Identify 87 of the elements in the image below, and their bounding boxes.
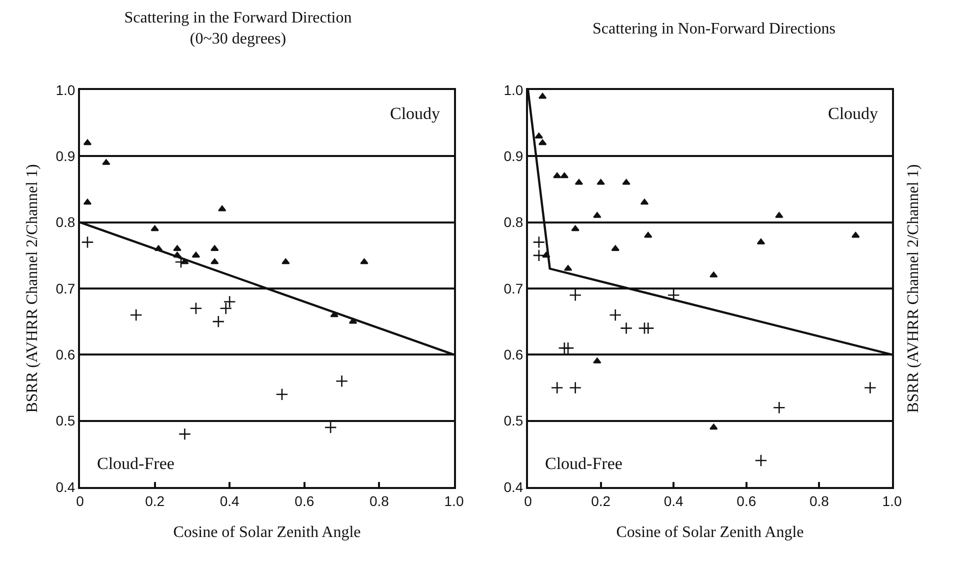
point — [611, 245, 620, 251]
point — [150, 225, 159, 232]
point — [574, 178, 584, 185]
y-tick-label: 0.5 — [504, 412, 524, 429]
y-tick-label: 0.6 — [504, 346, 524, 363]
point — [192, 252, 200, 258]
point — [644, 232, 652, 238]
x-tick-label: 0 — [524, 492, 532, 509]
x-tick-label: 0 — [76, 492, 84, 509]
x-tick-label: 0.2 — [145, 492, 165, 509]
point — [550, 382, 564, 394]
point — [532, 236, 546, 248]
point — [596, 178, 605, 185]
point — [360, 258, 368, 264]
annotation: Cloudy — [828, 104, 879, 123]
point — [775, 212, 784, 218]
point — [642, 322, 654, 334]
point — [571, 225, 580, 232]
annotation: Cloud-Free — [97, 454, 174, 473]
point — [220, 302, 232, 315]
y-tick-label: 0.7 — [504, 280, 524, 296]
point — [282, 258, 290, 264]
point — [218, 205, 226, 212]
x-tick-label: 0.2 — [591, 492, 611, 509]
point — [276, 388, 288, 401]
point — [83, 198, 92, 205]
point — [190, 302, 202, 315]
point — [210, 258, 219, 264]
y-tick-label: 0.9 — [504, 148, 524, 164]
point — [593, 212, 602, 218]
x-tick-label: 0.8 — [369, 492, 390, 509]
annotation: Cloud-Free — [545, 454, 622, 473]
y-tick-label: 1.0 — [504, 82, 524, 98]
point — [212, 315, 225, 328]
y-tick-label: 0.4 — [504, 478, 524, 495]
point — [620, 322, 633, 334]
point — [81, 236, 94, 248]
y-tick-label: 1.0 — [56, 82, 76, 98]
point — [754, 454, 768, 467]
x-tick-label: 1.0 — [882, 492, 902, 509]
point — [864, 382, 876, 394]
point — [210, 245, 219, 251]
point — [538, 139, 547, 146]
point — [710, 424, 718, 430]
point — [173, 245, 182, 251]
point — [560, 172, 569, 178]
point — [324, 421, 337, 434]
point — [83, 139, 92, 146]
x-tick-label: 0.4 — [664, 492, 684, 509]
y-tick-label: 0.4 — [56, 478, 76, 495]
x-tick-label: 0.6 — [294, 492, 314, 509]
point — [130, 308, 142, 322]
point — [569, 382, 582, 394]
point — [102, 159, 110, 165]
y-tick-label: 0.7 — [56, 280, 76, 296]
x-tick-label: 0.4 — [220, 492, 240, 509]
point — [622, 178, 630, 185]
y-tick-label: 0.8 — [504, 214, 524, 230]
y-tick-label: 0.6 — [56, 346, 76, 363]
point — [609, 308, 622, 322]
x-axis-title: Cosine of Solar Zenith Angle — [173, 524, 361, 541]
x-tick-label: 0.8 — [809, 492, 830, 509]
point — [336, 374, 348, 388]
point — [851, 232, 860, 238]
point — [569, 288, 582, 302]
y-tick-label: 0.5 — [56, 412, 76, 429]
chart-title: Scattering in the Forward Direction (0~30 degrees) — [124, 9, 352, 48]
y-axis-title: BSRR (AVHRR Channel 2/Channel 1) — [24, 164, 41, 413]
x-axis-title: Cosine of Solar Zenith Angle — [616, 524, 804, 541]
point — [553, 172, 562, 178]
point — [593, 358, 602, 364]
point — [532, 249, 546, 262]
point — [223, 295, 236, 308]
y-axis-title: BSRR (AVHRR Channel 2/Channel 1) — [904, 164, 922, 413]
point — [640, 198, 649, 205]
chart-title: Scattering in Non-Forward Directions — [592, 20, 836, 38]
y-tick-label: 0.8 — [56, 214, 76, 230]
point — [562, 342, 574, 354]
point — [710, 272, 718, 278]
point — [667, 288, 680, 302]
point — [772, 401, 786, 414]
annotation: Cloudy — [390, 104, 441, 123]
x-tick-label: 1.0 — [444, 492, 464, 509]
y-tick-label: 0.9 — [56, 148, 76, 164]
x-tick-label: 0.6 — [736, 492, 756, 509]
point — [178, 428, 191, 440]
point — [538, 92, 547, 99]
